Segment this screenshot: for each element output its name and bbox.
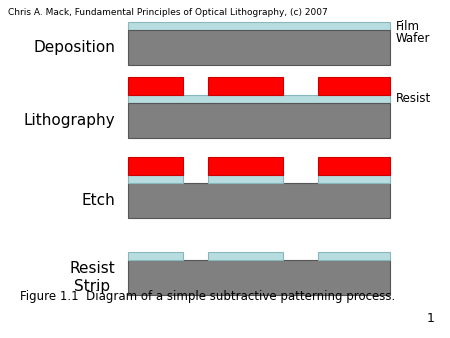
Text: Chris A. Mack, Fundamental Principles of Optical Lithography, (c) 2007: Chris A. Mack, Fundamental Principles of… [8,8,328,17]
Text: Resist
Strip: Resist Strip [69,261,115,294]
Bar [128,252,183,260]
Bar [128,260,390,295]
Bar [128,103,390,138]
Bar [208,252,283,260]
Bar [318,175,390,183]
Bar [318,157,390,175]
Bar [208,175,283,183]
Bar [318,252,390,260]
Text: Figure 1.1  Diagram of a simple subtractive patterning process.: Figure 1.1 Diagram of a simple subtracti… [20,290,395,303]
Text: Lithography: Lithography [23,113,115,128]
Text: Etch: Etch [81,193,115,208]
Text: Deposition: Deposition [33,40,115,55]
Bar [128,95,390,103]
Text: Wafer: Wafer [396,31,431,45]
Bar [128,157,183,175]
Bar [128,77,183,95]
Text: Resist: Resist [396,93,431,105]
Bar [128,175,183,183]
Text: Film: Film [396,20,420,32]
Bar [128,22,390,30]
Bar [128,30,390,65]
Text: 1: 1 [427,312,435,325]
Bar [318,77,390,95]
Bar [128,183,390,218]
Bar [208,77,283,95]
Bar [208,157,283,175]
